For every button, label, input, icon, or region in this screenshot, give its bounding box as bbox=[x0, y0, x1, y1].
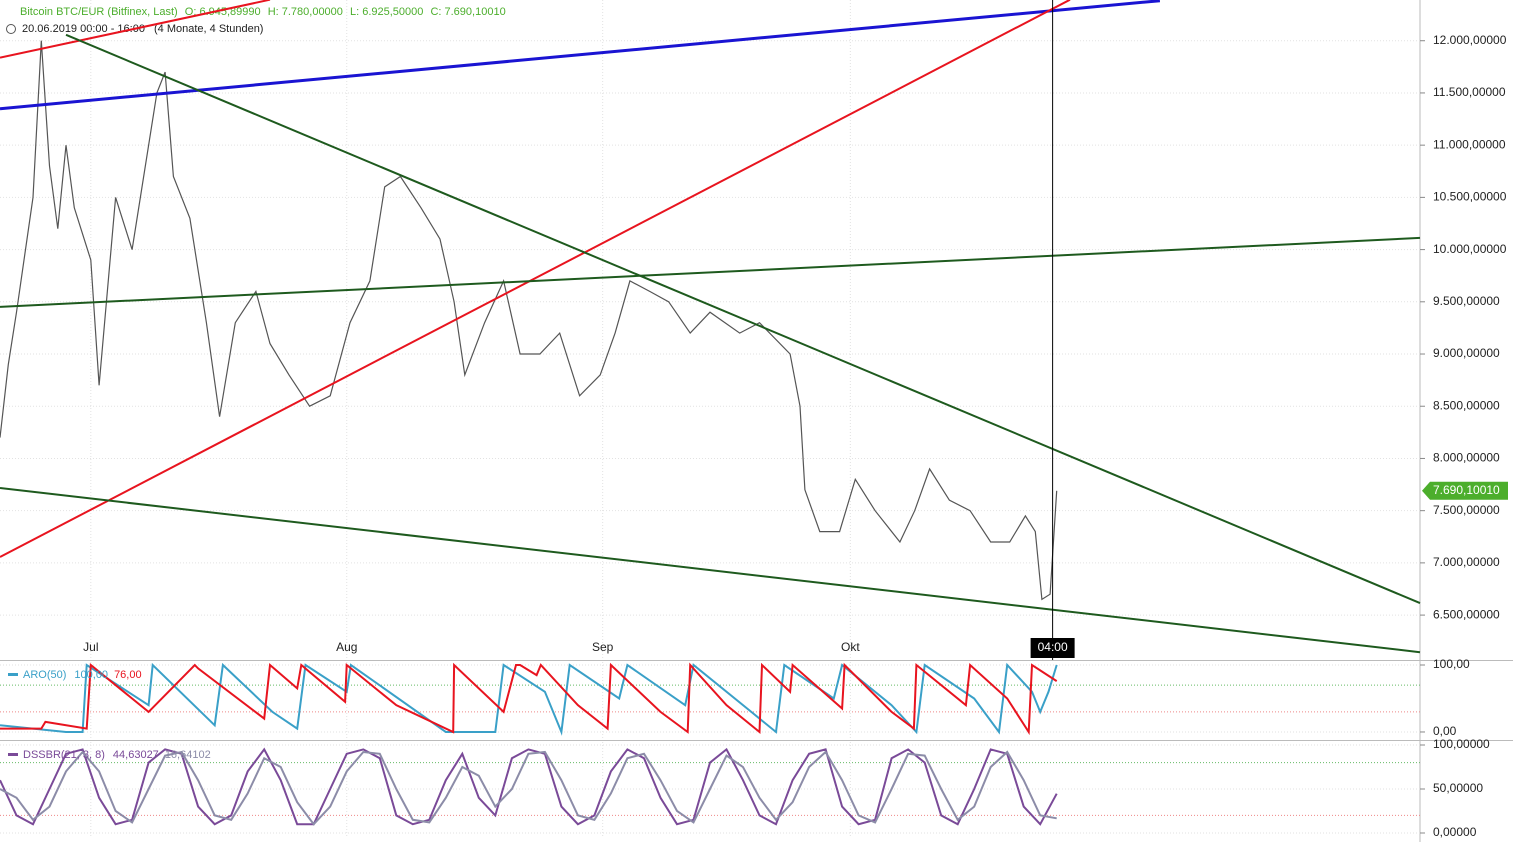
y-tick-label: 10.000,00000 bbox=[1433, 242, 1507, 256]
legend-icon bbox=[8, 753, 18, 756]
low: L: 6.925,50000 bbox=[350, 6, 423, 18]
last-price-tag bbox=[1422, 481, 1508, 500]
close: C: 7.690,10010 bbox=[430, 6, 505, 18]
y-tick-label: 7.000,00000 bbox=[1433, 555, 1500, 569]
y-tick-label: 9.500,00000 bbox=[1433, 294, 1500, 308]
y-tick-label: 50,00000 bbox=[1433, 781, 1483, 795]
crosshair-label: 04:00 bbox=[1038, 640, 1068, 654]
y-tick-label: 0,00000 bbox=[1433, 825, 1477, 839]
trendline bbox=[0, 0, 1071, 558]
range-text: 20.06.2019 00:00 - 16:00 bbox=[22, 23, 145, 35]
clock-icon bbox=[6, 24, 16, 34]
x-tick-label: Okt bbox=[841, 640, 860, 654]
indicator-line bbox=[0, 662, 1058, 736]
y-tick-label: 8.500,00000 bbox=[1433, 398, 1500, 412]
y-tick-label: 9.000,00000 bbox=[1433, 346, 1500, 360]
trendline bbox=[0, 487, 1421, 654]
price-line bbox=[0, 40, 1058, 601]
indicator-readout: 76,00 bbox=[114, 669, 142, 681]
legend-icon bbox=[8, 673, 18, 676]
indicator-readout: 16,64102 bbox=[165, 749, 211, 761]
x-tick-label: Sep bbox=[592, 640, 614, 654]
indicator-title: DSSBR(21, 3, 8) bbox=[23, 749, 105, 761]
crosshair-label-box bbox=[1030, 638, 1075, 658]
trendline bbox=[0, 0, 1161, 111]
y-tick-label: 6.500,00000 bbox=[1433, 607, 1500, 621]
y-tick-label: 100,00000 bbox=[1433, 737, 1490, 751]
indicator-title: ARO(50) bbox=[23, 669, 66, 681]
trendline bbox=[65, 33, 1421, 605]
last-price-label: 7.690,10010 bbox=[1433, 483, 1500, 497]
indicator-line bbox=[0, 662, 1058, 736]
symbol: Bitcoin BTC/EUR (Bitfinex, Last) O: 6.94… bbox=[20, 6, 506, 18]
symbol-text: Bitcoin BTC/EUR (Bitfinex, Last) bbox=[20, 6, 178, 18]
y-tick-label: 8.000,00000 bbox=[1433, 451, 1500, 465]
trendline bbox=[0, 236, 1421, 308]
x-tick-label: Aug bbox=[336, 640, 357, 654]
y-tick-label: 0,00 bbox=[1433, 724, 1457, 738]
indicator-readout: 100,00 bbox=[74, 669, 108, 681]
indicator-readout: 44,63027 bbox=[113, 749, 159, 761]
x-tick-label: Jul bbox=[83, 640, 98, 654]
indicator-line bbox=[0, 750, 1057, 826]
trendline bbox=[0, 0, 271, 59]
range: 20.06.2019 00:00 - 16:00 (4 Monate, 4 St… bbox=[22, 23, 263, 35]
y-tick-label: 12.000,00000 bbox=[1433, 33, 1507, 47]
high: H: 7.780,00000 bbox=[268, 6, 343, 18]
y-tick-label: 11.500,00000 bbox=[1433, 85, 1506, 99]
y-tick-label: 10.500,00000 bbox=[1433, 190, 1507, 204]
y-tick-label: 11.000,00000 bbox=[1433, 137, 1506, 151]
y-tick-label: 7.500,00000 bbox=[1433, 503, 1500, 517]
y-tick-label: 100,00 bbox=[1433, 657, 1470, 671]
period: (4 Monate, 4 Stunden) bbox=[154, 23, 263, 35]
